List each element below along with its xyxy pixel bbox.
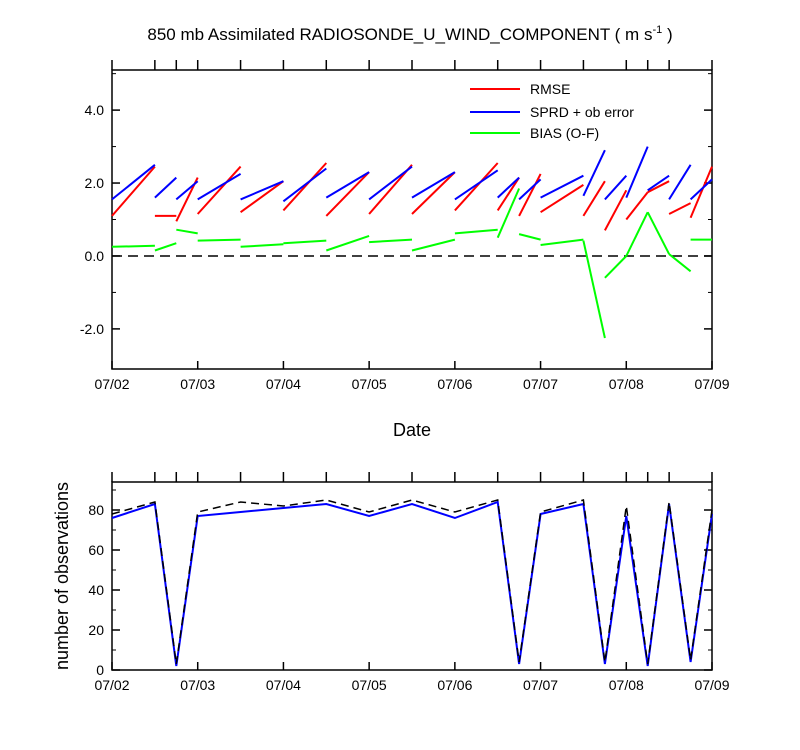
bottom-x-tick-label: 07/08 [609,677,644,693]
top-series-rmse-segment [582,180,606,217]
top-series-bias-segment [411,238,456,252]
top-series-bias-segment [176,228,198,235]
top-series-sprd-segment [325,171,370,199]
bottom-y-tick-label: 20 [88,622,104,638]
top-series-rmse-segment [689,166,713,219]
bottom-plot-frame [111,481,713,671]
top-x-tick-label: 07/04 [266,376,301,392]
top-series-bias-segment [518,233,541,241]
top-x-tick-label: 07/07 [523,376,558,392]
top-series-bias-segment [369,238,413,244]
top-series-rmse-segment [518,173,542,217]
bottom-x-tick-label: 07/03 [180,677,215,693]
top-series-bias-segment [325,234,370,252]
top-series-bias-segment [540,238,584,246]
top-y-tick-label: 2.0 [85,175,105,191]
top-series-bias-segment [582,240,606,339]
top-x-tick-label: 07/06 [437,376,472,392]
top-y-tick-label: -2.0 [80,321,104,337]
bottom-x-tick-label: 07/05 [352,677,387,693]
x-axis-title: Date [393,420,431,440]
top-series-sprd-segment [668,164,692,200]
top-series-sprd-segment [518,178,542,201]
top-x-tick-label: 07/09 [694,376,729,392]
top-series-sprd-segment [111,164,156,201]
top-series-rmse-segment [668,202,692,215]
bottom-y-tick-label: 80 [88,502,104,518]
top-series-bias-segment [197,238,241,242]
top-series-rmse-segment [540,184,584,214]
top-x-tick-label: 07/08 [609,376,644,392]
top-series-rmse-segment [454,162,499,212]
top-series-sprd-segment [175,180,199,201]
top-series-sprd-segment [647,174,670,192]
bottom-y-tick-label: 0 [96,662,104,678]
legend: RMSE SPRD + ob error BIAS (O-F) [470,81,634,141]
bottom-x-tick-label: 07/09 [694,677,729,693]
y-axis-title-bottom: number of observations [52,482,72,670]
bottom-y-tick-label: 40 [88,582,104,598]
top-series-sprd-segment [540,174,584,199]
bottom-x-tick-label: 07/07 [523,677,558,693]
top-series-rmse-segment [111,165,156,217]
bottom-plot: 0 20 40 60 80 07/02 07/03 07/04 07/05 07/06 07/07 0… [88,472,730,693]
legend-label-rmse: RMSE [530,81,570,97]
bottom-series-obs_possible [111,499,713,665]
top-series-bias-segment [240,243,284,248]
top-series-sprd-segment [497,176,520,199]
bottom-x-tick-label: 07/06 [437,677,472,693]
top-series-rmse-segment [282,162,328,212]
top-series-sprd-segment [197,173,242,201]
top-series-rmse-segment [411,171,456,215]
top-series-rmse-segment [496,177,520,211]
top-series-rmse-segment [647,180,670,194]
top-series-sprd-segment [604,175,628,201]
top-y-tick-label: 4.0 [85,102,105,118]
top-series-bias-segment [604,255,628,279]
legend-label-sprd: SPRD + ob error [530,104,634,120]
top-series-rmse-segment [240,180,284,214]
top-series-bias-segment [111,244,155,248]
top-series-sprd-segment [154,176,177,199]
top-series-sprd-segment [689,178,713,201]
top-series-sprd-segment [625,146,649,198]
top-series-rmse-segment [196,165,242,215]
top-series-bias-segment [154,242,177,252]
bottom-x-tick-label: 07/04 [266,677,301,693]
top-series-sprd-segment [368,165,413,201]
top-series-bias-segment [454,228,498,235]
top-series-rmse-segment [625,191,649,221]
top-series-sprd-segment [411,171,456,199]
top-series-sprd-segment [582,149,606,197]
bottom-series-obs_used [111,500,713,667]
top-series-sprd-segment [454,169,499,201]
top-series-sprd-segment [282,167,327,203]
top-series-bias-segment [283,239,327,245]
bottom-x-tick-label: 07/02 [94,677,129,693]
legend-label-bias: BIAS (O-F) [530,125,599,141]
top-series-bias-segment [646,211,670,255]
top-series-sprd-segment [240,180,284,201]
chart-title: 850 mb Assimilated RADIOSONDE_U_WIND_COM… [147,24,672,44]
top-x-tick-label: 07/05 [352,376,387,392]
top-series-rmse-segment [604,189,628,231]
top-series-bias-segment [668,253,692,273]
top-y-tick-label: 0.0 [85,248,105,264]
top-x-tick-label: 07/02 [94,376,129,392]
top-series-rmse-segment [325,171,370,217]
bottom-y-tick-label: 60 [88,542,104,558]
top-x-tick-label: 07/03 [180,376,215,392]
top-plot: -2.0 0.0 2.0 4.0 07/02 07/03 07/04 07/05 07/06 07… [80,60,730,392]
top-series-bias-segment [625,211,649,257]
top-series-bias-segment [496,188,521,239]
